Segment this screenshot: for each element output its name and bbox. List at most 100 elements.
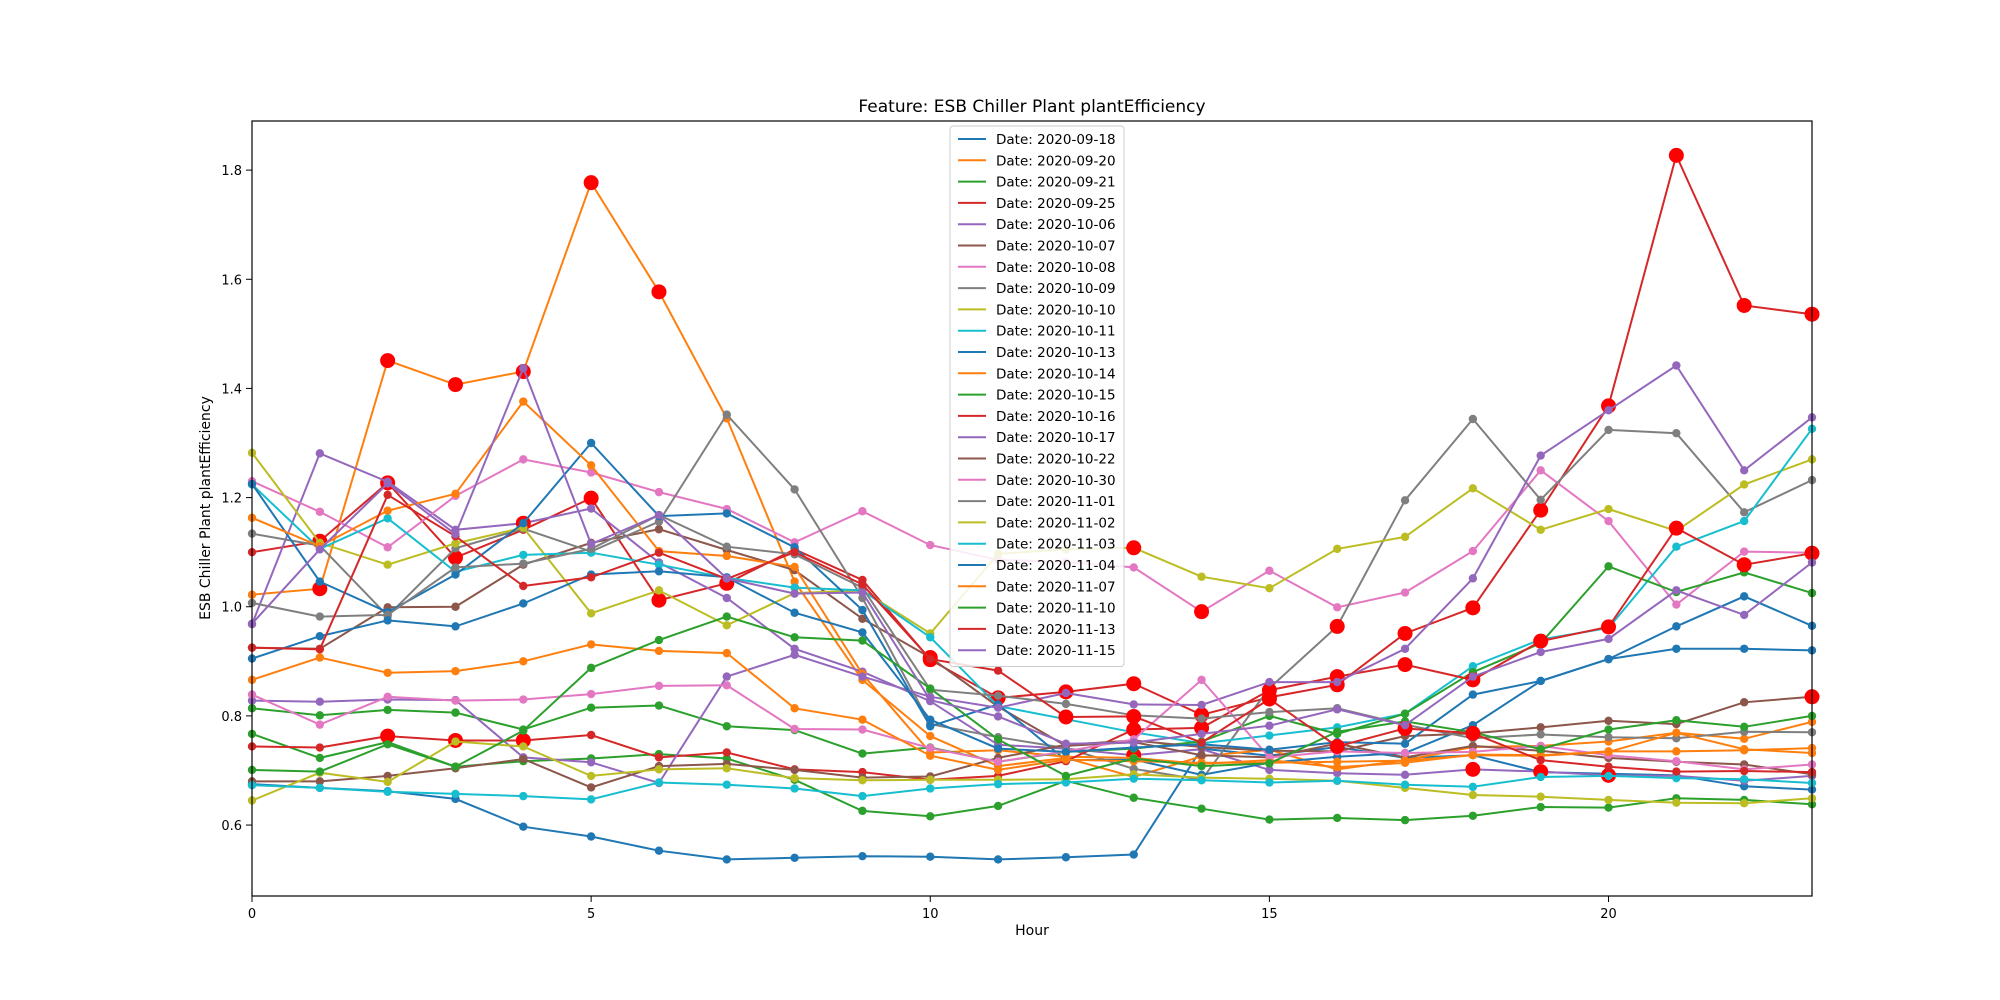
data-point xyxy=(1672,728,1681,738)
data-point xyxy=(586,795,596,804)
legend-item[interactable]: Date: 2020-09-20 xyxy=(958,153,1116,169)
data-point xyxy=(1333,813,1342,823)
legend-item[interactable]: Date: 2020-11-02 xyxy=(958,515,1116,531)
data-point xyxy=(383,740,392,749)
data-point xyxy=(519,581,528,591)
data-point xyxy=(993,703,1003,712)
data-point xyxy=(1604,634,1613,644)
legend-label: Date: 2020-11-02 xyxy=(996,515,1116,531)
legend-label: Date: 2020-10-07 xyxy=(996,239,1116,255)
data-point xyxy=(993,779,1003,789)
data-point xyxy=(1604,562,1613,571)
data-point xyxy=(315,777,325,786)
data-point xyxy=(315,653,325,662)
legend-item[interactable]: Date: 2020-09-25 xyxy=(958,196,1116,212)
legend-item[interactable]: Date: 2020-10-13 xyxy=(958,345,1116,361)
legend-label: Date: 2020-11-13 xyxy=(996,622,1116,638)
legend-item[interactable]: Date: 2020-10-06 xyxy=(958,217,1116,233)
data-point xyxy=(519,822,528,831)
data-point xyxy=(315,743,325,752)
data-point xyxy=(383,506,392,515)
legend-item[interactable]: Date: 2020-09-18 xyxy=(958,132,1116,148)
x-tick-label: 0 xyxy=(248,907,256,922)
legend-item[interactable]: Date: 2020-10-10 xyxy=(958,302,1116,318)
series-line xyxy=(251,526,1813,781)
legend-item[interactable]: Date: 2020-10-30 xyxy=(958,473,1116,489)
legend-item[interactable]: Date: 2020-11-04 xyxy=(958,558,1116,574)
legend-item[interactable]: Date: 2020-11-15 xyxy=(958,643,1116,659)
y-tick-label: 1.4 xyxy=(221,382,242,397)
data-point xyxy=(1604,771,1613,781)
legend-item[interactable]: Date: 2020-11-01 xyxy=(958,494,1116,510)
legend-item[interactable]: Date: 2020-10-11 xyxy=(958,324,1116,340)
data-point xyxy=(654,646,664,656)
data-point xyxy=(383,616,392,625)
legend-item[interactable]: Date: 2020-10-09 xyxy=(958,281,1116,297)
legend-item[interactable]: Date: 2020-10-08 xyxy=(958,260,1116,276)
data-point xyxy=(1604,504,1613,514)
legend[interactable]: Date: 2020-09-18 Date: 2020-09-20 Date: 20… xyxy=(949,125,1125,667)
data-point xyxy=(993,712,1003,721)
anomaly-marker xyxy=(1126,676,1142,692)
data-point xyxy=(1536,495,1545,504)
data-point xyxy=(790,485,799,494)
data-point xyxy=(1604,425,1613,435)
legend-item[interactable]: Date: 2020-10-14 xyxy=(958,366,1116,382)
legend-item[interactable]: Date: 2020-11-03 xyxy=(958,537,1116,553)
data-point xyxy=(926,722,935,731)
legend-item[interactable]: Date: 2020-10-15 xyxy=(958,388,1116,404)
data-point xyxy=(1400,748,1410,758)
data-point xyxy=(1672,600,1681,609)
series-line xyxy=(251,493,1813,774)
legend-item[interactable]: Date: 2020-11-07 xyxy=(958,579,1116,595)
legend-item[interactable]: Date: 2020-10-16 xyxy=(958,409,1116,425)
data-point xyxy=(926,633,935,642)
legend-item[interactable]: Date: 2020-10-17 xyxy=(958,430,1116,446)
data-point xyxy=(1265,778,1274,787)
data-point xyxy=(1604,747,1613,757)
legend-item[interactable]: Date: 2020-11-13 xyxy=(958,622,1116,638)
data-point xyxy=(1536,647,1545,657)
data-point xyxy=(519,397,528,406)
data-point xyxy=(586,832,596,841)
data-point xyxy=(1672,428,1681,438)
legend-label: Date: 2020-11-15 xyxy=(996,643,1116,659)
legend-item[interactable]: Date: 2020-10-22 xyxy=(958,452,1116,468)
anomaly-marker xyxy=(651,284,667,300)
data-point xyxy=(722,672,731,681)
legend-label: Date: 2020-10-22 xyxy=(996,452,1116,468)
data-point xyxy=(993,691,1003,700)
x-tick-label: 20 xyxy=(1600,907,1617,922)
data-point xyxy=(1536,676,1545,686)
data-point xyxy=(451,563,460,572)
anomaly-marker xyxy=(1465,600,1481,616)
legend-label: Date: 2020-10-10 xyxy=(996,302,1116,318)
legend-item[interactable]: Date: 2020-10-07 xyxy=(958,239,1116,255)
anomaly-marker xyxy=(380,728,396,744)
data-point xyxy=(722,612,731,621)
data-point xyxy=(1129,738,1138,747)
data-point xyxy=(790,853,799,862)
data-point xyxy=(586,640,596,649)
legend-item[interactable]: Date: 2020-09-21 xyxy=(958,175,1116,191)
data-point xyxy=(1739,799,1749,808)
data-point xyxy=(1739,508,1749,517)
data-point xyxy=(1061,755,1071,764)
data-point xyxy=(722,542,731,551)
anomaly-marker xyxy=(515,732,531,748)
data-point xyxy=(1468,546,1478,556)
data-point xyxy=(383,668,392,677)
data-point xyxy=(1739,610,1749,620)
data-point xyxy=(519,550,528,560)
data-point xyxy=(1536,744,1545,754)
data-point xyxy=(993,744,1003,753)
data-point xyxy=(1400,770,1410,780)
data-point xyxy=(586,703,596,712)
data-point xyxy=(858,725,867,734)
data-point xyxy=(926,715,935,724)
anomaly-marker xyxy=(1736,297,1752,313)
data-point xyxy=(1333,776,1342,786)
data-point xyxy=(790,765,799,775)
data-point xyxy=(1604,762,1613,771)
legend-item[interactable]: Date: 2020-11-10 xyxy=(958,601,1116,617)
